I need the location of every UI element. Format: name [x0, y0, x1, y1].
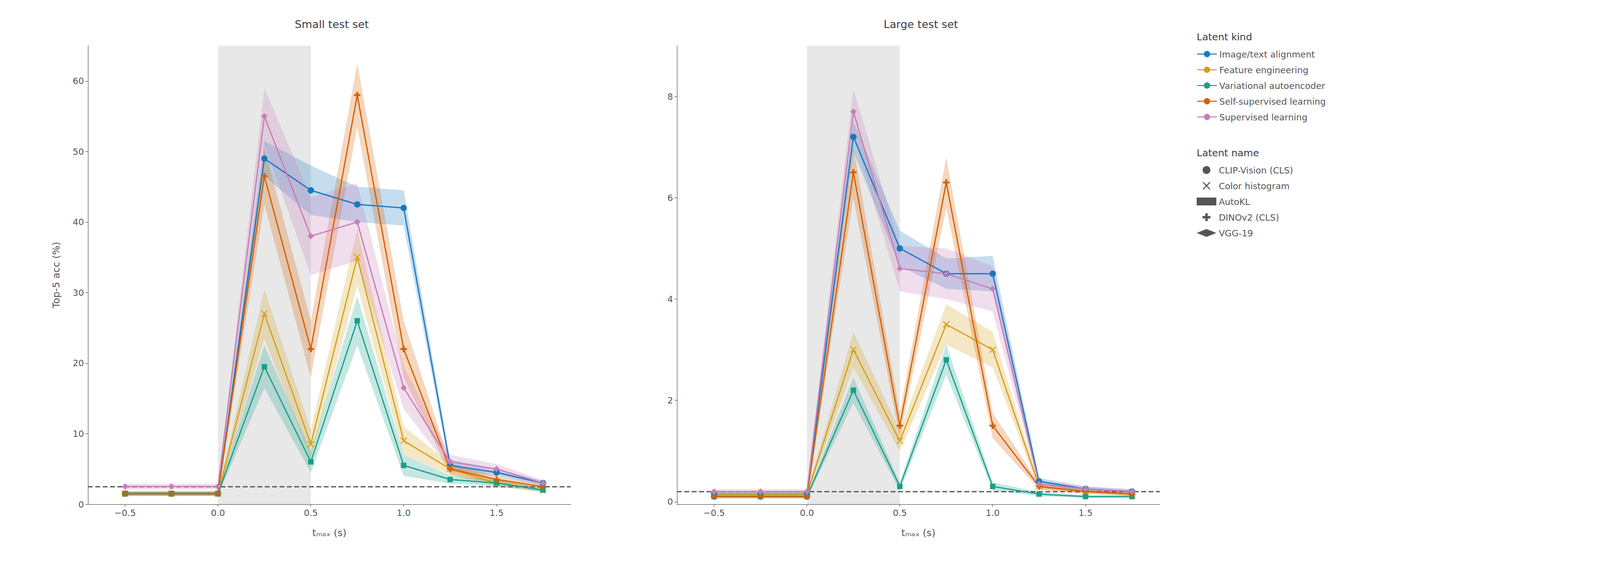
svg-text:−0.5: −0.5 — [703, 507, 726, 518]
svg-text:−0.5: −0.5 — [114, 507, 137, 518]
svg-text:20: 20 — [72, 357, 85, 368]
svg-text:1.0: 1.0 — [985, 507, 1000, 518]
svg-text:Small test set: Small test set — [294, 18, 369, 31]
svg-text:40: 40 — [72, 216, 85, 227]
svg-text:0.0: 0.0 — [210, 507, 225, 518]
svg-text:Large test set: Large test set — [883, 18, 959, 31]
svg-text:0.5: 0.5 — [303, 507, 318, 518]
svg-text:0: 0 — [667, 496, 674, 507]
svg-text:60: 60 — [72, 75, 85, 86]
svg-text:Supervised learning: Supervised learning — [1219, 112, 1308, 123]
svg-text:tₘₐₓ (s): tₘₐₓ (s) — [312, 526, 347, 539]
svg-text:4: 4 — [667, 293, 674, 305]
svg-text:Latent name: Latent name — [1196, 146, 1260, 159]
svg-text:DINOv2 (CLS): DINOv2 (CLS) — [1218, 212, 1280, 223]
svg-text:6: 6 — [667, 192, 674, 203]
svg-text:0: 0 — [78, 499, 85, 510]
svg-text:1.0: 1.0 — [396, 507, 411, 518]
svg-text:30: 30 — [72, 287, 85, 298]
svg-text:10: 10 — [72, 428, 85, 439]
svg-text:Top-5 acc (%): Top-5 acc (%) — [50, 241, 62, 309]
svg-text:1.5: 1.5 — [489, 507, 504, 518]
svg-text:0.0: 0.0 — [799, 507, 815, 518]
svg-text:Image/text alignment: Image/text alignment — [1219, 49, 1316, 60]
svg-text:2: 2 — [667, 394, 674, 406]
svg-text:Color histogram: Color histogram — [1218, 180, 1290, 192]
svg-text:Feature engineering: Feature engineering — [1219, 64, 1309, 76]
svg-text:0.5: 0.5 — [892, 507, 907, 518]
svg-text:tₘₐₓ (s): tₘₐₓ (s) — [901, 526, 936, 539]
svg-text:CLIP-Vision (CLS): CLIP-Vision (CLS) — [1218, 165, 1293, 176]
svg-text:AutoKL: AutoKL — [1218, 196, 1251, 207]
svg-text:Variational autoencoder: Variational autoencoder — [1219, 80, 1326, 91]
svg-text:1.5: 1.5 — [1078, 507, 1093, 518]
svg-text:8: 8 — [667, 91, 674, 102]
svg-text:Latent kind: Latent kind — [1196, 30, 1253, 43]
svg-text:Self-supervised learning: Self-supervised learning — [1219, 96, 1326, 107]
svg-text:50: 50 — [72, 146, 85, 157]
svg-text:VGG-19: VGG-19 — [1218, 227, 1254, 239]
